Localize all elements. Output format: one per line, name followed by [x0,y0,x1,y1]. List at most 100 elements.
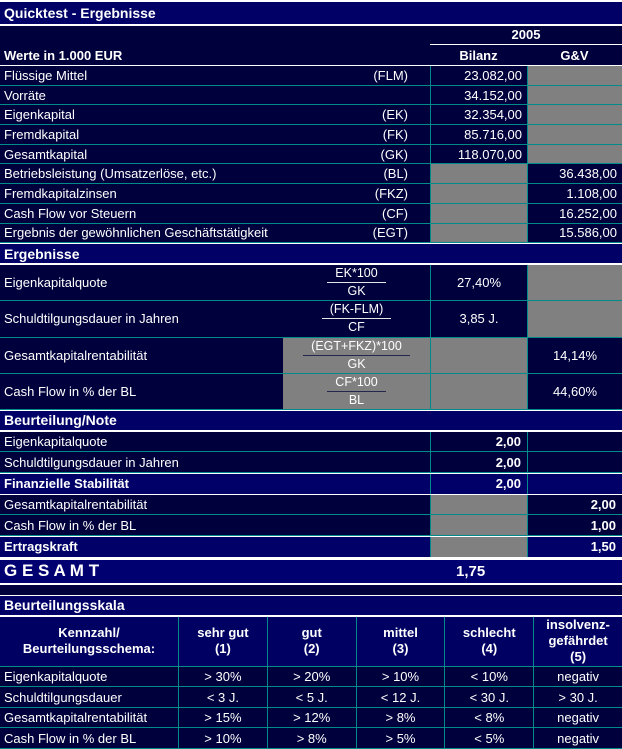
header-line: insolvenz- [546,617,610,633]
skala-cell: > 15% [178,707,267,728]
skala-cell: < 5% [444,728,533,748]
ratio-label: Cash Flow in % der BL [4,383,137,399]
section-gap [0,585,622,595]
row-code: (EGT) [372,225,408,241]
gv-value-cell[interactable]: 16.252,00 [527,203,622,223]
blocked-cell [430,223,527,243]
row-code [298,86,408,105]
note-row-cashflow-prozent: Cash Flow in % der BL 1,00 [0,515,622,536]
blocked-cell [430,494,527,515]
skala-cell: > 30 J. [533,687,622,707]
section-header-beurteilungsskala: Beurteilungsskala [0,594,622,617]
formula-numerator: EK*100 [327,266,386,284]
skala-header-mittel: mittel (3) [355,616,445,666]
ratio-label: Eigenkapitalquote [4,275,108,291]
gv-value-cell[interactable]: 1.108,00 [527,184,622,203]
row-code: (FKZ) [374,185,408,201]
page-title-text: Quicktest - Ergebnisse [4,5,156,21]
input-row-gesamtkapital: Gesamtkapital (GK) 118.070,00 [0,144,622,165]
gesamt-row: G E S A M T 1,75 [0,557,622,585]
unit-label: Werte in 1.000 EUR [4,47,123,63]
note-value-gv: 1,00 [527,515,622,535]
blocked-cell [430,515,527,535]
page-title: Quicktest - Ergebnisse [0,0,622,26]
gesamt-label: G E S A M T [4,561,100,581]
header-line: (4) [481,641,498,657]
skala-cell: > 30% [178,666,267,687]
row-code: (FLM) [373,67,408,83]
formula-numerator: CF*100 [327,375,386,392]
header-line: Beurteilungsschema: [22,641,156,657]
input-row-egt: Ergebnis der gewöhnlichen Geschäftstätig… [0,223,622,244]
ratio-row-cashflow-prozent: Cash Flow in % der BL CF*100 BL 44,60% [0,373,622,410]
row-label: Eigenkapital [4,107,75,123]
header-line: (3) [392,641,409,657]
skala-cell: negativ [533,728,622,748]
bilanz-value-cell[interactable]: 23.082,00 [430,66,527,85]
ratio-label: Gesamtkapitalrentabilität [4,347,148,363]
ratio-value-bilanz: 3,85 J. [430,301,527,337]
blocked-cell [527,66,622,85]
note-row-eigenkapitalquote: Eigenkapitalquote 2,00 [0,431,622,453]
input-row-betriebsleistung: Betriebsleistung (Umsatzerlöse, etc.) (B… [0,164,622,185]
skala-header-insolvenzgefaehrdet: insolvenz- gefährdet (5) [533,616,622,666]
skala-cell: negativ [533,666,622,687]
input-row-fluessige-mittel: Flüssige Mittel (FLM) 23.082,00 [0,66,622,86]
header-line: gut [301,625,322,641]
row-label: Gesamtkapital [4,146,88,162]
section-title: Ergebnisse [4,245,80,262]
note-row-ertragskraft: Ertragskraft 1,50 [0,535,622,558]
skala-row-cashflow-prozent: Cash Flow in % der BL > 10% > 8% > 5% < … [0,728,622,749]
section-title: Beurteilungsskala [4,597,125,614]
blocked-cell [527,85,622,105]
row-code: (GK) [380,146,408,162]
year-header-row: 2005 [0,26,622,45]
skala-cell: > 8% [355,707,445,728]
header-line: (2) [303,641,320,657]
skala-row-label: Cash Flow in % der BL [4,730,137,746]
skala-cell: > 10% [355,666,445,687]
bilanz-value-cell[interactable]: 85.716,00 [430,125,527,144]
formula-fraction: (FK-FLM) CF [283,301,430,336]
column-header-gv: G&V [560,47,589,63]
formula-denominator: BL [348,392,365,407]
skala-cell: < 3 J. [178,687,267,707]
bilanz-value-cell[interactable]: 32.354,00 [430,105,527,125]
ratio-row-gesamtkapitalrentabilitaet: Gesamtkapitalrentabilität (EGT+FKZ)*100 … [0,337,622,374]
row-label: Cash Flow vor Steuern [4,205,137,221]
bilanz-value-cell[interactable]: 34.152,00 [430,85,527,105]
skala-header-row: Kennzahl/ Beurteilungsschema: sehr gut (… [0,616,622,667]
formula-fraction: (EGT+FKZ)*100 GK [283,337,430,373]
formula-numerator: (FK-FLM) [321,302,392,320]
note-label: Eigenkapitalquote [4,434,108,450]
input-row-fremdkapitalzinsen: Fremdkapitalzinsen (FKZ) 1.108,00 [0,184,622,204]
header-line: gefährdet [548,633,608,649]
blocked-cell [430,337,527,373]
skala-header-gut: gut (2) [266,616,356,666]
section-title: Beurteilung/Note [4,412,117,429]
skala-cell: > 5% [355,728,445,748]
ratio-label: Schuldtilgungsdauer in Jahren [4,311,179,327]
blocked-cell [430,536,527,557]
note-value-gv: 1,50 [527,536,622,557]
skala-cell: < 8% [444,707,533,728]
skala-header-sehr-gut: sehr gut (1) [178,616,267,666]
row-code: (CF) [382,205,408,221]
bilanz-value-cell[interactable]: 118.070,00 [430,144,527,164]
gv-value-cell[interactable]: 15.586,00 [527,223,622,243]
input-row-vorraete: Vorräte 34.152,00 [0,85,622,106]
row-code: (BL) [383,166,408,182]
note-value-gv: 2,00 [527,494,622,515]
blocked-cell [430,184,527,203]
header-line: sehr gut [197,625,249,641]
skala-cell: < 12 J. [355,687,445,707]
section-header-ergebnisse: Ergebnisse [0,243,622,266]
column-header-bilanz: Bilanz [459,47,498,63]
gv-value-cell[interactable]: 36.438,00 [527,164,622,184]
formula-numerator: (EGT+FKZ)*100 [303,339,410,356]
skala-row-label: Eigenkapitalquote [4,669,108,685]
header-line: mittel [383,625,418,641]
blocked-cell [527,144,622,164]
skala-cell: > 12% [266,707,356,728]
section-header-beurteilung: Beurteilung/Note [0,409,622,432]
